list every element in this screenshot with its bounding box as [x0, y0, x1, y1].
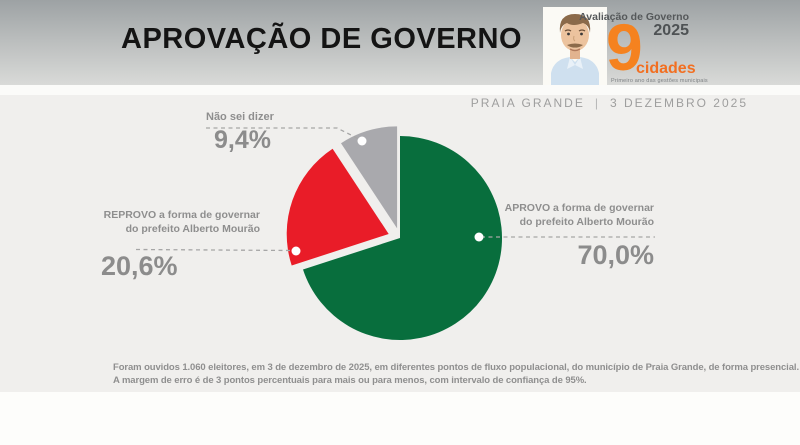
anchor-dot-nao-sei: [357, 136, 367, 146]
value-nao-sei: 9,4%: [214, 126, 271, 154]
value-aprovo: 70,0%: [577, 240, 654, 270]
nine-cidades-logo-word: cidades: [636, 60, 696, 77]
label-reprovo: REPROVO a forma de governar do prefeito …: [100, 209, 260, 236]
methodology-line2: A margem de erro é de 3 pontos percentua…: [113, 375, 587, 386]
label-aprovo-line2: do prefeito Alberto Mourão: [519, 215, 654, 228]
methodology-line1: Foram ouvidos 1.060 eleitores, em 3 de d…: [113, 362, 799, 373]
pie-slice-reprovo: [286, 148, 389, 266]
mayor-portrait-illustration: [543, 7, 607, 85]
label-reprovo-line2: do prefeito Alberto Mourão: [125, 222, 260, 235]
nine-cidades-tagline: Primeiro ano das gestões municipais: [611, 78, 708, 84]
badge-year: 2025: [653, 22, 689, 39]
page-title: APROVAÇÃO DE GOVERNO: [121, 23, 523, 55]
header: APROVAÇÃO DE GOVERNO Avaliação de Govern…: [0, 0, 800, 85]
connector-reprovo: [135, 248, 294, 252]
value-reprovo: 20,6%: [101, 251, 178, 281]
pie-slice-aprovo: [303, 135, 503, 340]
badge-avaliacao-label: Avaliação de Governo: [579, 11, 689, 23]
connector-nao-sei: [206, 127, 360, 140]
nine-cidades-logo-number: 9: [606, 10, 643, 84]
anchor-dot-aprovo: [474, 232, 484, 242]
methodology-note: Foram ouvidos 1.060 eleitores, em 3 de d…: [113, 361, 799, 387]
label-reprovo-line1: REPROVO a forma de governar: [103, 209, 260, 221]
bottom-bar: @ @badracomunicacao @badracomunica badra…: [0, 392, 800, 445]
label-nao-sei: Não sei dizer: [206, 111, 274, 123]
city-label: PRAIA GRANDE: [470, 96, 585, 110]
mayor-portrait: [543, 7, 607, 85]
label-aprovo: APROVO a forma de governar do prefeito A…: [494, 202, 654, 229]
subheader-separator: |: [594, 96, 600, 110]
pie-slice-nao-sei: [341, 126, 398, 229]
subheader: PRAIA GRANDE | 3 DEZEMBRO 2025: [471, 96, 748, 110]
label-aprovo-line1: APROVO a forma de governar: [504, 202, 654, 214]
anchor-dot-reprovo: [291, 246, 301, 256]
header-divider: [0, 85, 800, 95]
date-label: 3 DEZEMBRO 2025: [609, 96, 748, 110]
